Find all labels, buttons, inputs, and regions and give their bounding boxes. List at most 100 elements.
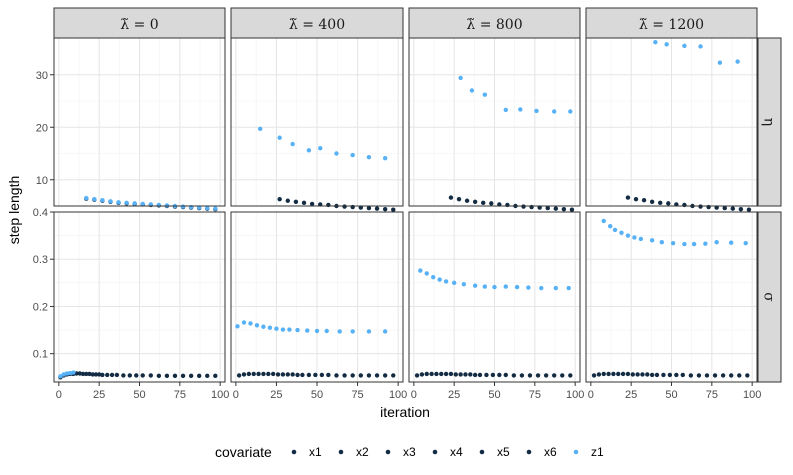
point-x-0-1 bbox=[391, 207, 396, 212]
point-x-1-2 bbox=[463, 372, 468, 377]
point-z1-0-2 bbox=[534, 108, 539, 114]
point-x-1-2 bbox=[484, 372, 489, 378]
point-x-1-0 bbox=[109, 372, 115, 378]
point-x-1-3 bbox=[596, 372, 602, 377]
point-x-1-0 bbox=[164, 373, 170, 379]
point-x-1-2 bbox=[414, 373, 420, 378]
point-z1-0-0 bbox=[213, 206, 218, 211]
point-x-1-2 bbox=[453, 372, 458, 377]
point-x-1-1 bbox=[326, 372, 331, 378]
point-x-1-2 bbox=[497, 372, 502, 378]
point-x-0-2 bbox=[456, 196, 462, 202]
point-x-1-0 bbox=[156, 373, 162, 379]
point-z1-1-2 bbox=[503, 284, 508, 289]
point-x-1-1 bbox=[270, 371, 276, 377]
point-x-1-3 bbox=[601, 371, 606, 377]
point-x-1-0 bbox=[213, 373, 218, 379]
point-z1-1-3 bbox=[670, 240, 676, 246]
point-z1-0-3 bbox=[664, 42, 669, 47]
point-x-0-1 bbox=[374, 206, 380, 211]
point-z1-1-3 bbox=[691, 241, 697, 247]
point-z1-0-0 bbox=[100, 198, 105, 203]
point-x-1-0 bbox=[87, 371, 92, 377]
x-tick-label: 25 bbox=[448, 389, 460, 401]
point-x-1-1 bbox=[313, 372, 318, 378]
point-x-1-1 bbox=[241, 372, 247, 377]
legend-key-x4 bbox=[432, 449, 438, 455]
point-x-1-0 bbox=[105, 372, 110, 378]
point-z1-1-3 bbox=[607, 223, 613, 229]
facet-strip-1 bbox=[230, 7, 404, 39]
point-z1-1-1 bbox=[295, 327, 300, 333]
point-z1-1-1 bbox=[366, 329, 372, 334]
point-x-1-0 bbox=[188, 373, 194, 379]
point-x-1-0 bbox=[121, 373, 126, 378]
panel-border-0-2 bbox=[408, 37, 581, 207]
point-z1-0-3 bbox=[717, 60, 723, 65]
point-x-1-1 bbox=[295, 372, 300, 378]
x-tick-label: 75 bbox=[351, 389, 363, 401]
point-x-1-3 bbox=[674, 372, 679, 378]
point-x-1-2 bbox=[448, 371, 454, 377]
point-x-1-0 bbox=[196, 373, 202, 379]
point-x-1-2 bbox=[424, 371, 429, 377]
point-x-1-1 bbox=[350, 373, 355, 378]
y-tick-label: 0.1 bbox=[33, 349, 48, 361]
point-z1-1-1 bbox=[261, 324, 266, 329]
legend-label-z1: z1 bbox=[591, 445, 604, 459]
point-x-1-0 bbox=[134, 373, 139, 378]
point-x-1-2 bbox=[468, 372, 473, 377]
facet-strip-label-2: λ̃ = 800 bbox=[466, 17, 522, 33]
x-axis-title: iteration bbox=[380, 404, 430, 420]
point-x-0-2 bbox=[448, 195, 454, 200]
point-x-1-1 bbox=[261, 371, 266, 377]
point-x-0-1 bbox=[382, 206, 388, 212]
point-z1-1-0 bbox=[71, 370, 76, 375]
point-z1-0-1 bbox=[350, 152, 355, 158]
y-tick-label: 0.2 bbox=[33, 301, 48, 313]
y-tick-label: 30 bbox=[36, 70, 48, 82]
point-z1-1-3 bbox=[714, 240, 719, 245]
point-x-1-1 bbox=[391, 373, 396, 378]
point-z1-1-2 bbox=[437, 277, 442, 282]
point-z1-0-0 bbox=[180, 204, 186, 209]
facet-strip-label-1: λ̃ = 400 bbox=[289, 17, 345, 33]
legend-key-x1 bbox=[291, 449, 297, 455]
point-z1-1-2 bbox=[492, 284, 497, 290]
x-tick-label: 0 bbox=[411, 389, 417, 401]
x-tick-label: 100 bbox=[566, 389, 584, 401]
row-strip-0 bbox=[757, 37, 782, 207]
point-x-1-2 bbox=[458, 372, 463, 377]
point-x-0-1 bbox=[342, 204, 347, 209]
facet-strip-label-3: λ̃ = 1200 bbox=[639, 17, 704, 33]
point-z1-0-2 bbox=[518, 107, 523, 112]
point-x-1-0 bbox=[172, 373, 178, 379]
point-z1-1-1 bbox=[235, 324, 240, 329]
point-z1-1-2 bbox=[443, 279, 449, 284]
legend-label-x2: x2 bbox=[356, 445, 369, 459]
legend-key-x5 bbox=[479, 449, 485, 455]
point-x-0-3 bbox=[625, 195, 631, 200]
point-z1-1-1 bbox=[305, 328, 310, 333]
point-z1-1-2 bbox=[514, 284, 520, 290]
point-x-0-2 bbox=[489, 201, 494, 206]
legend-label-x4: x4 bbox=[450, 445, 463, 459]
point-x-1-2 bbox=[434, 371, 439, 377]
point-z1-0-3 bbox=[653, 40, 658, 45]
point-x-1-0 bbox=[148, 373, 153, 378]
point-x-1-2 bbox=[511, 373, 517, 378]
point-z1-1-1 bbox=[248, 321, 253, 326]
point-x-1-1 bbox=[358, 373, 364, 378]
legend-key-x2 bbox=[338, 449, 344, 455]
point-x-0-2 bbox=[464, 198, 470, 203]
point-x-1-1 bbox=[266, 371, 271, 377]
y-axis-title: step length bbox=[6, 176, 22, 245]
y-tick-label: 10 bbox=[36, 175, 48, 187]
point-z1-1-1 bbox=[280, 327, 286, 332]
row-strip-label-1: σ bbox=[761, 292, 777, 302]
legend-key-z1 bbox=[573, 449, 579, 455]
point-x-0-1 bbox=[366, 205, 372, 211]
point-x-1-2 bbox=[419, 372, 425, 377]
point-z1-1-2 bbox=[566, 285, 571, 291]
point-x-1-2 bbox=[439, 371, 444, 377]
